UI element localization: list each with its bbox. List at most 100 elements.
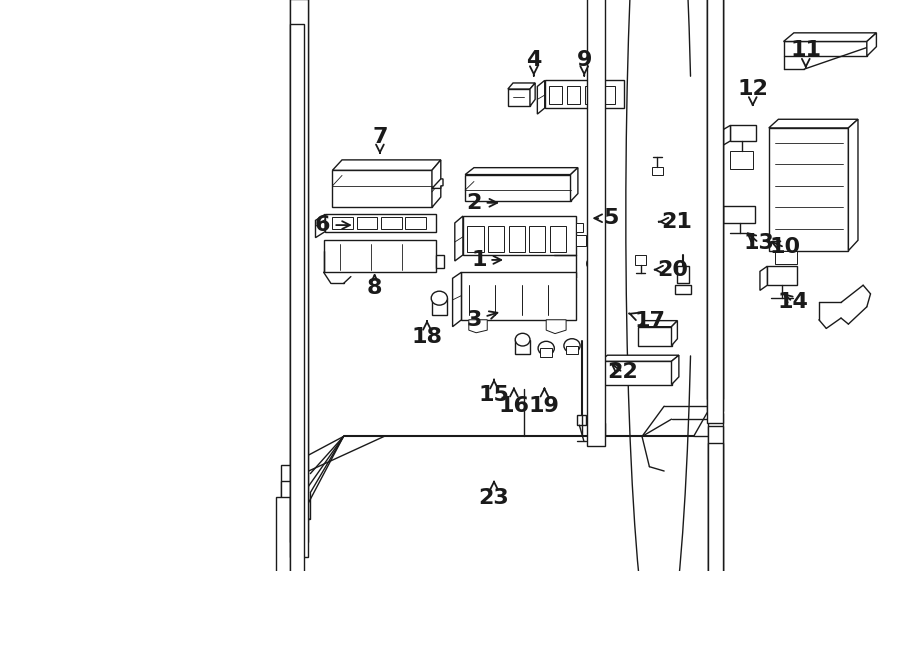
Circle shape bbox=[587, 256, 605, 271]
Polygon shape bbox=[723, 206, 755, 223]
Bar bbox=[708, 426, 723, 661]
Polygon shape bbox=[571, 168, 578, 202]
Polygon shape bbox=[508, 83, 536, 89]
Circle shape bbox=[564, 338, 580, 353]
Text: 10: 10 bbox=[769, 237, 800, 257]
Polygon shape bbox=[529, 227, 545, 253]
Polygon shape bbox=[549, 87, 562, 104]
Bar bbox=[276, 497, 290, 661]
Text: 5: 5 bbox=[594, 208, 619, 228]
Bar bbox=[281, 465, 294, 661]
Text: 11: 11 bbox=[790, 40, 822, 67]
Circle shape bbox=[515, 333, 530, 346]
Polygon shape bbox=[324, 240, 436, 272]
Polygon shape bbox=[769, 119, 858, 128]
Polygon shape bbox=[465, 168, 578, 175]
Polygon shape bbox=[567, 87, 580, 104]
Polygon shape bbox=[775, 251, 796, 264]
Bar bbox=[706, 0, 723, 424]
Text: 19: 19 bbox=[529, 389, 560, 416]
Polygon shape bbox=[463, 216, 576, 255]
Polygon shape bbox=[488, 227, 504, 253]
Polygon shape bbox=[356, 217, 377, 229]
Polygon shape bbox=[462, 272, 576, 320]
Polygon shape bbox=[332, 217, 353, 229]
Bar bbox=[290, 24, 304, 585]
Text: 6: 6 bbox=[315, 215, 350, 235]
Bar bbox=[290, 0, 308, 557]
Polygon shape bbox=[678, 266, 689, 284]
Text: 4: 4 bbox=[526, 50, 542, 75]
Polygon shape bbox=[731, 151, 752, 169]
Polygon shape bbox=[731, 126, 756, 141]
Polygon shape bbox=[467, 227, 483, 253]
Text: 16: 16 bbox=[499, 389, 529, 416]
Bar bbox=[706, 0, 723, 411]
Polygon shape bbox=[600, 355, 679, 362]
Text: 18: 18 bbox=[411, 321, 443, 347]
Text: 7: 7 bbox=[373, 127, 388, 153]
Text: for your 1995 Toyota Paseo: for your 1995 Toyota Paseo bbox=[0, 660, 91, 661]
Polygon shape bbox=[332, 171, 432, 208]
Polygon shape bbox=[381, 217, 401, 229]
Polygon shape bbox=[769, 128, 849, 251]
Text: 20: 20 bbox=[654, 260, 688, 280]
Polygon shape bbox=[600, 362, 671, 385]
Polygon shape bbox=[675, 285, 691, 294]
Polygon shape bbox=[515, 340, 530, 354]
Bar bbox=[706, 0, 723, 399]
Text: 3: 3 bbox=[466, 310, 498, 330]
Polygon shape bbox=[537, 81, 544, 114]
Bar bbox=[290, 0, 308, 542]
Polygon shape bbox=[465, 175, 571, 202]
Polygon shape bbox=[760, 266, 768, 290]
Text: 1: 1 bbox=[471, 250, 501, 270]
Polygon shape bbox=[432, 160, 441, 208]
Text: 9: 9 bbox=[577, 50, 592, 75]
Polygon shape bbox=[316, 214, 325, 238]
Bar bbox=[281, 481, 294, 661]
Text: 21: 21 bbox=[659, 212, 692, 231]
Polygon shape bbox=[508, 89, 530, 106]
Polygon shape bbox=[540, 348, 552, 357]
Polygon shape bbox=[584, 87, 598, 104]
Polygon shape bbox=[576, 235, 586, 247]
Polygon shape bbox=[566, 346, 578, 354]
Polygon shape bbox=[530, 83, 536, 106]
Polygon shape bbox=[454, 216, 463, 261]
Text: ELECTRICAL COMPONENTS: ELECTRICAL COMPONENTS bbox=[0, 660, 125, 661]
Polygon shape bbox=[652, 167, 662, 175]
Polygon shape bbox=[638, 327, 671, 346]
Bar bbox=[708, 444, 723, 661]
Polygon shape bbox=[634, 255, 646, 265]
Polygon shape bbox=[436, 255, 445, 268]
Text: 15: 15 bbox=[479, 379, 509, 405]
Text: 8: 8 bbox=[367, 275, 382, 299]
Polygon shape bbox=[546, 320, 566, 334]
Polygon shape bbox=[576, 223, 583, 231]
Text: 14: 14 bbox=[777, 292, 808, 311]
Polygon shape bbox=[432, 179, 443, 188]
Polygon shape bbox=[723, 126, 731, 145]
Text: 17: 17 bbox=[629, 311, 665, 331]
Polygon shape bbox=[432, 298, 446, 315]
Text: 12: 12 bbox=[737, 79, 769, 105]
Bar bbox=[708, 413, 723, 661]
Polygon shape bbox=[716, 206, 723, 228]
Text: 22: 22 bbox=[608, 362, 638, 383]
Polygon shape bbox=[671, 321, 678, 346]
Polygon shape bbox=[867, 33, 877, 56]
Polygon shape bbox=[332, 160, 441, 171]
Polygon shape bbox=[508, 227, 525, 253]
Polygon shape bbox=[602, 87, 616, 104]
Polygon shape bbox=[638, 321, 678, 327]
Polygon shape bbox=[325, 214, 436, 231]
Polygon shape bbox=[849, 119, 858, 251]
Polygon shape bbox=[784, 42, 867, 56]
Polygon shape bbox=[550, 227, 566, 253]
Polygon shape bbox=[768, 266, 796, 285]
Text: 23: 23 bbox=[479, 482, 509, 508]
Polygon shape bbox=[469, 320, 487, 332]
Polygon shape bbox=[453, 272, 462, 327]
Polygon shape bbox=[784, 33, 877, 42]
